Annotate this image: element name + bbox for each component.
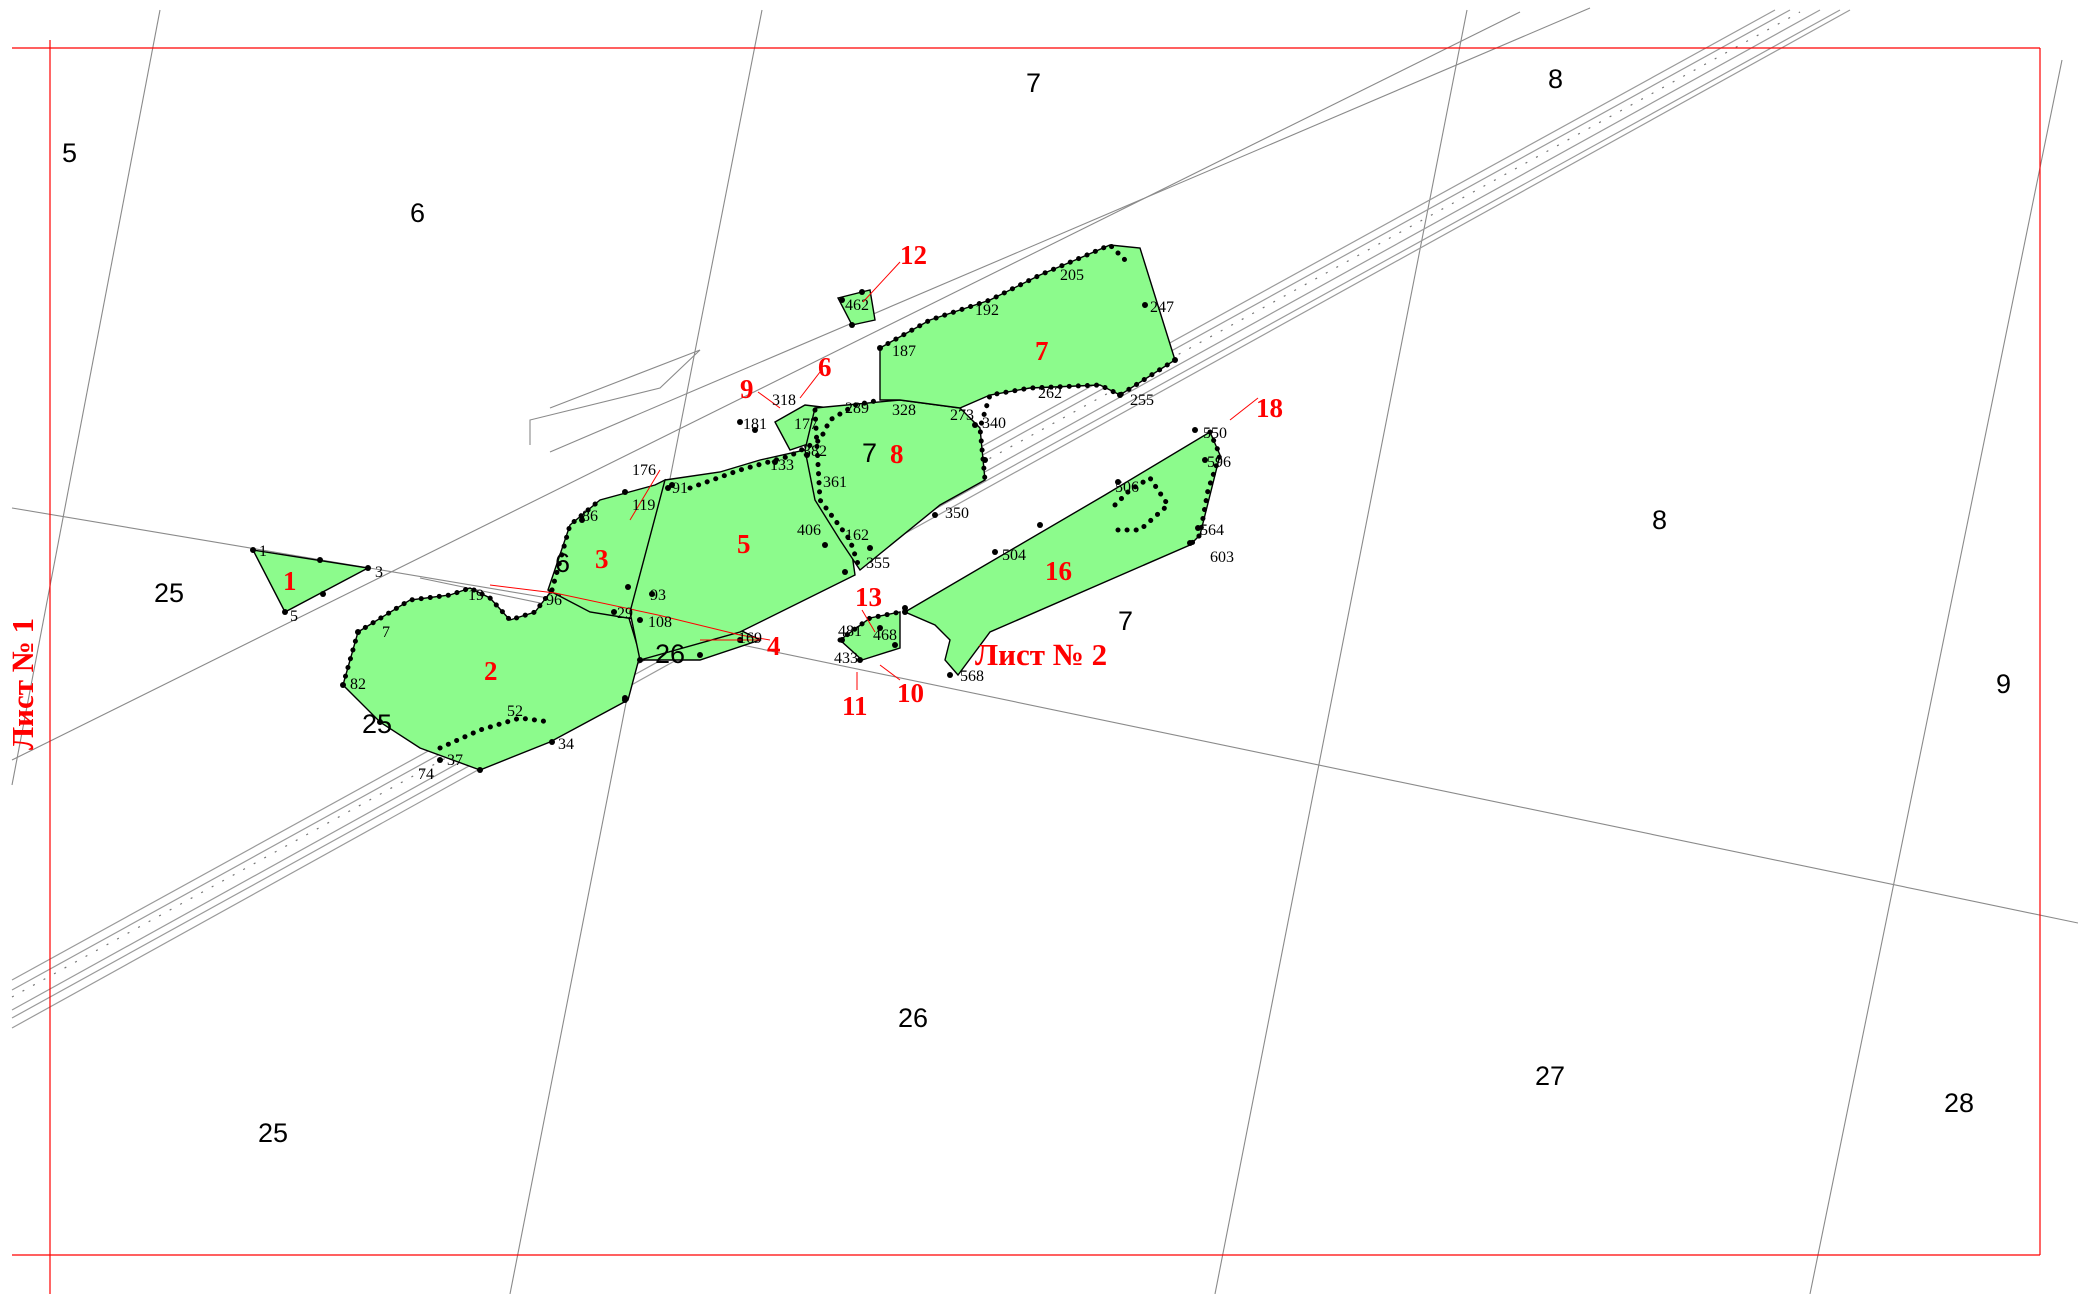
sheet-2-label: Лист № 2	[975, 637, 1107, 672]
vertex-label: 262	[1038, 385, 1062, 402]
quarter-label: 26	[898, 1003, 928, 1033]
vertex-label: 5	[290, 608, 298, 625]
vertex-label: 169	[738, 630, 762, 647]
plot-13-10-11[interactable]	[838, 611, 901, 661]
quarter-label: 25	[154, 578, 184, 608]
plot-number: 11	[842, 691, 868, 721]
parcel-boundary	[11, 7, 1591, 761]
vertex-label: 187	[892, 343, 916, 360]
quarter-labels: 5 6 7 8 8 9 25 25 25 6 7 7 26 26 27 28	[62, 64, 2011, 1148]
quarter-label: 26	[655, 639, 685, 669]
plot-number: 2	[484, 656, 498, 686]
plot-number: 4	[767, 631, 781, 661]
vertex-label: 91	[672, 480, 688, 497]
vertex-label: 247	[1150, 299, 1174, 316]
plot-1[interactable]	[251, 549, 371, 613]
vertex-label: 119	[632, 497, 655, 514]
vertex-label: 19	[468, 587, 484, 604]
quarter-label: 7	[1026, 68, 1041, 98]
quarter-label: 7	[862, 438, 877, 468]
quarter-label: 25	[258, 1118, 288, 1148]
plot-number: 9	[740, 374, 754, 404]
vertex-label: 255	[1130, 392, 1154, 409]
vertex-label: 603	[1210, 549, 1234, 566]
vertex-label: 406	[797, 522, 821, 539]
quarter-label: 7	[1118, 606, 1133, 636]
vertex-label: 340	[982, 415, 1006, 432]
quarter-label: 6	[410, 198, 425, 228]
vertex-label: 462	[845, 297, 869, 314]
vertex-label: 350	[945, 505, 969, 522]
vertex-label: 506	[1115, 479, 1139, 496]
vertex-label: 177	[794, 416, 818, 433]
sheet-frame	[12, 40, 2041, 1294]
plot-number: 5	[737, 529, 751, 559]
plot-number: 7	[1035, 336, 1049, 366]
vertex-labels: 1 3 5 7 19 29 34 37 52 74 82 86 91 93 96…	[259, 267, 1234, 783]
quarter-label: 28	[1944, 1088, 1974, 1118]
sheet-1-label: Лист № 1	[5, 618, 40, 750]
quarter-label: 8	[1548, 64, 1563, 94]
plot-number: 1	[283, 566, 297, 596]
leader-lines	[489, 261, 1259, 690]
vertex-label: 176	[632, 462, 656, 479]
vertex-label: 382	[803, 443, 827, 460]
plot-numbers: 1 2 3 4 5 6 7 8 9 10 11 12 13 16 18	[283, 240, 1283, 721]
vertex-label: 289	[845, 400, 869, 417]
vertex-label: 318	[772, 392, 796, 409]
vertex-label: 1	[259, 543, 267, 560]
vertex-label: 82	[350, 676, 366, 693]
quarter-label: 6	[555, 548, 570, 578]
quarter-label: 8	[1652, 505, 1667, 535]
vertex-label: 355	[866, 555, 890, 572]
vertex-label: 568	[960, 668, 984, 685]
vertex-label: 468	[873, 627, 897, 644]
vertex-label: 52	[507, 703, 523, 720]
plot-7[interactable]	[879, 244, 1176, 409]
plots	[251, 244, 1221, 771]
vertex-label: 74	[418, 766, 434, 783]
quarter-label: 25	[362, 709, 392, 739]
road-band	[11, 9, 1851, 1029]
vertex-label: 550	[1203, 425, 1227, 442]
survey-points	[250, 289, 1208, 773]
vertex-label: 433	[834, 650, 858, 667]
plot-number: 8	[890, 439, 904, 469]
vertex-label: 96	[546, 592, 562, 609]
plot-number: 18	[1256, 393, 1283, 423]
vertex-label: 3	[375, 564, 383, 581]
plot-number: 12	[900, 240, 927, 270]
quarter-label: 9	[1996, 669, 2011, 699]
vertex-label: 504	[1002, 547, 1026, 564]
vertex-label: 133	[770, 457, 794, 474]
plot-number: 10	[897, 678, 924, 708]
vertex-label: 192	[975, 302, 999, 319]
vertex-label: 93	[650, 587, 666, 604]
plot-16[interactable]	[903, 430, 1221, 677]
plot-number: 6	[818, 352, 832, 382]
quarter-label: 27	[1535, 1061, 1565, 1091]
vertex-label: 361	[823, 474, 847, 491]
vertex-label: 162	[845, 527, 869, 544]
vertex-label: 328	[892, 402, 916, 419]
vertex-label: 205	[1060, 267, 1084, 284]
vertex-label: 481	[838, 623, 862, 640]
vertex-label: 7	[382, 624, 390, 641]
vertex-label: 181	[743, 416, 767, 433]
vertex-label: 29	[617, 605, 633, 622]
vertex-label: 37	[447, 752, 463, 769]
quarter-label: 5	[62, 138, 77, 168]
vertex-label: 34	[558, 736, 574, 753]
plot-number: 16	[1045, 556, 1072, 586]
vertex-label: 86	[582, 508, 598, 525]
vertex-label: 564	[1200, 522, 1224, 539]
plot-number: 3	[595, 544, 609, 574]
vertex-label: 596	[1207, 454, 1231, 471]
vertex-label: 108	[648, 614, 672, 631]
plot-number: 13	[855, 582, 882, 612]
vertex-label: 273	[950, 407, 974, 424]
